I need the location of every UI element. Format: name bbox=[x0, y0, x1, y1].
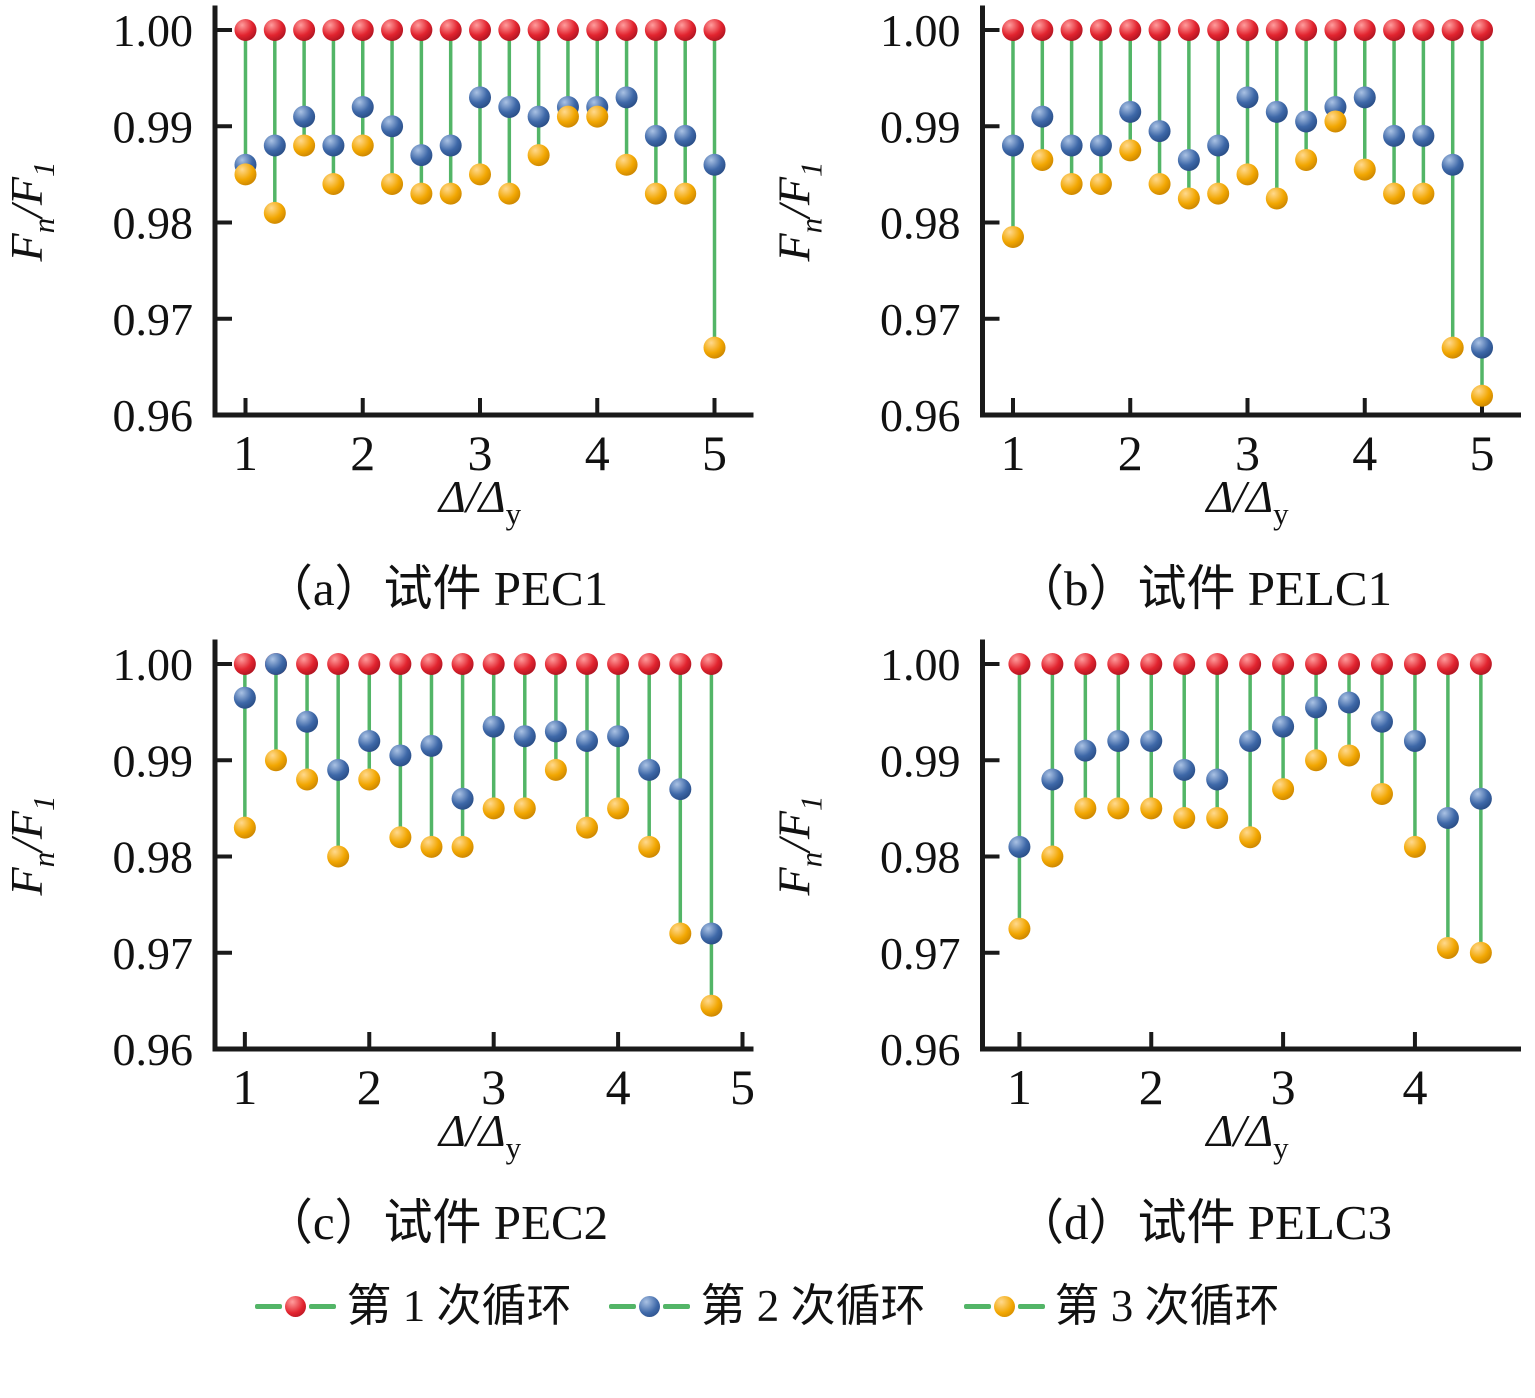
caption-b: （b）试件 PELC1 bbox=[1014, 561, 1393, 616]
tick-labels: 1.00 0.99 0.98 0.97 0.96 1 2 3 4 5 bbox=[113, 639, 756, 1115]
svg-text:5: 5 bbox=[702, 425, 727, 481]
svg-text:2: 2 bbox=[1118, 425, 1143, 481]
svg-text:0.98: 0.98 bbox=[880, 198, 961, 249]
svg-text:4: 4 bbox=[1352, 425, 1377, 481]
ticks bbox=[215, 662, 745, 1051]
chart-b: 1.00 0.99 0.98 0.97 0.96 1 2 3 4 5 Fn/F1 Δ/Δy bbox=[769, 5, 1521, 531]
series-cycle3 bbox=[1001, 110, 1494, 407]
svg-text:0.97: 0.97 bbox=[880, 928, 961, 979]
y-axis-label: Fn/F1 bbox=[1, 796, 61, 897]
y-axis-label: Fn/F1 bbox=[769, 796, 829, 897]
svg-text:2: 2 bbox=[1139, 1059, 1164, 1115]
panel-row-bottom: 1.00 0.99 0.98 0.97 0.96 1 2 3 4 5 Fn/F1 Δ/Δy 1.00 0… bbox=[0, 634, 1535, 1186]
axes bbox=[980, 639, 1521, 1052]
legend-marker-cycle2-icon bbox=[609, 1295, 691, 1317]
caption-row-bottom: （c）试件 PEC2 （d）试件 PELC3 bbox=[0, 1186, 1535, 1268]
svg-text:0.97: 0.97 bbox=[113, 928, 194, 979]
panel-b: 1.00 0.99 0.98 0.97 0.96 1 2 3 4 5 Fn/F1 Δ/Δy bbox=[767, 0, 1535, 552]
y-axis-label: Fn/F1 bbox=[769, 162, 829, 263]
stems bbox=[243, 30, 717, 348]
series-cycle3 bbox=[233, 749, 723, 1017]
series-cycle1 bbox=[1001, 19, 1494, 41]
legend-item-cycle1: 第 1 次循环 bbox=[255, 1276, 571, 1336]
caption-d: （d）试件 PELC3 bbox=[1014, 1195, 1393, 1250]
svg-text:3: 3 bbox=[1271, 1059, 1296, 1115]
svg-text:0.96: 0.96 bbox=[880, 1024, 961, 1075]
svg-text:4: 4 bbox=[1402, 1059, 1427, 1115]
svg-text:1.00: 1.00 bbox=[113, 5, 194, 56]
legend-item-cycle3: 第 3 次循环 bbox=[963, 1276, 1280, 1336]
axes bbox=[980, 5, 1521, 418]
svg-text:5: 5 bbox=[730, 1059, 755, 1115]
caption-c: （c）试件 PEC2 bbox=[263, 1195, 609, 1250]
x-axis-label: Δ/Δy bbox=[1204, 471, 1289, 531]
svg-text:1.00: 1.00 bbox=[113, 639, 194, 690]
ticks bbox=[982, 28, 1485, 417]
x-axis-label: Δ/Δy bbox=[437, 471, 522, 531]
legend-marker-cycle3-icon bbox=[963, 1295, 1045, 1317]
svg-text:0.96: 0.96 bbox=[880, 390, 961, 441]
series-cycle2 bbox=[1008, 691, 1492, 858]
legend-marker-cycle1-icon bbox=[255, 1295, 337, 1317]
legend-label-cycle2: 第 2 次循环 bbox=[700, 1281, 926, 1331]
svg-text:3: 3 bbox=[468, 425, 493, 481]
chart-d: 1.00 0.99 0.98 0.97 0.96 1 2 3 4 Fn/F1 Δ/Δy bbox=[769, 639, 1521, 1165]
svg-text:3: 3 bbox=[481, 1059, 506, 1115]
ticks bbox=[982, 662, 1417, 1051]
axes bbox=[212, 5, 754, 418]
legend: 第 1 次循环 第 2 次循环 第 3 次循环 bbox=[0, 1270, 1535, 1342]
svg-text:1.00: 1.00 bbox=[880, 639, 961, 690]
svg-text:1: 1 bbox=[233, 425, 258, 481]
panel-row-top: 1.00 0.99 0.98 0.97 0.96 1 2 3 4 5 Fn/F1 Δ/Δy 1.00 0… bbox=[0, 0, 1535, 552]
svg-text:2: 2 bbox=[357, 1059, 382, 1115]
panel-d: 1.00 0.99 0.98 0.97 0.96 1 2 3 4 Fn/F1 Δ/Δy bbox=[767, 634, 1535, 1186]
svg-text:0.99: 0.99 bbox=[113, 735, 194, 786]
series-cycle1 bbox=[233, 653, 723, 675]
svg-text:1.00: 1.00 bbox=[880, 5, 961, 56]
svg-text:0.99: 0.99 bbox=[113, 101, 194, 152]
tick-labels: 1.00 0.99 0.98 0.97 0.96 1 2 3 4 5 bbox=[113, 5, 728, 481]
svg-text:1: 1 bbox=[1000, 425, 1025, 481]
ticks bbox=[215, 28, 717, 417]
legend-label-cycle3: 第 3 次循环 bbox=[1054, 1281, 1280, 1331]
series-cycle3 bbox=[1008, 744, 1492, 964]
svg-text:1: 1 bbox=[232, 1059, 257, 1115]
svg-text:0.98: 0.98 bbox=[880, 832, 961, 883]
series-cycle3 bbox=[234, 105, 726, 359]
chart-a: 1.00 0.99 0.98 0.97 0.96 1 2 3 4 5 Fn/F1 Δ/Δy bbox=[1, 5, 754, 531]
svg-text:3: 3 bbox=[1235, 425, 1260, 481]
series-cycle1 bbox=[234, 19, 726, 41]
legend-label-cycle1: 第 1 次循环 bbox=[346, 1281, 572, 1331]
panel-c: 1.00 0.99 0.98 0.97 0.96 1 2 3 4 5 Fn/F1 Δ/Δy bbox=[0, 634, 767, 1186]
svg-text:4: 4 bbox=[585, 425, 610, 481]
svg-text:0.97: 0.97 bbox=[113, 294, 194, 345]
y-axis-label: Fn/F1 bbox=[1, 162, 61, 263]
svg-text:0.98: 0.98 bbox=[113, 832, 194, 883]
svg-text:0.96: 0.96 bbox=[113, 1024, 194, 1075]
svg-text:0.99: 0.99 bbox=[880, 101, 961, 152]
svg-text:0.99: 0.99 bbox=[880, 735, 961, 786]
svg-text:1: 1 bbox=[1007, 1059, 1032, 1115]
series-cycle2 bbox=[1001, 86, 1494, 359]
axes bbox=[212, 639, 754, 1052]
svg-text:5: 5 bbox=[1470, 425, 1495, 481]
svg-text:2: 2 bbox=[350, 425, 375, 481]
svg-text:0.98: 0.98 bbox=[113, 198, 194, 249]
legend-item-cycle2: 第 2 次循环 bbox=[609, 1276, 926, 1336]
tick-labels: 1.00 0.99 0.98 0.97 0.96 1 2 3 4 bbox=[880, 639, 1427, 1115]
svg-text:0.96: 0.96 bbox=[113, 390, 194, 441]
caption-row-top: （a）试件 PEC1 （b）试件 PELC1 bbox=[0, 552, 1535, 634]
svg-text:4: 4 bbox=[606, 1059, 631, 1115]
chart-c: 1.00 0.99 0.98 0.97 0.96 1 2 3 4 5 Fn/F1 Δ/Δy bbox=[1, 639, 756, 1165]
series-cycle2 bbox=[233, 653, 723, 945]
caption-a: （a）试件 PEC1 bbox=[263, 561, 609, 616]
series-cycle1 bbox=[1008, 653, 1492, 675]
x-axis-label: Δ/Δy bbox=[1204, 1105, 1289, 1165]
tick-labels: 1.00 0.99 0.98 0.97 0.96 1 2 3 4 5 bbox=[880, 5, 1495, 481]
panel-a: 1.00 0.99 0.98 0.97 0.96 1 2 3 4 5 Fn/F1 Δ/Δy bbox=[0, 0, 767, 552]
stems bbox=[1011, 30, 1484, 396]
x-axis-label: Δ/Δy bbox=[437, 1105, 522, 1165]
svg-text:0.97: 0.97 bbox=[880, 294, 961, 345]
